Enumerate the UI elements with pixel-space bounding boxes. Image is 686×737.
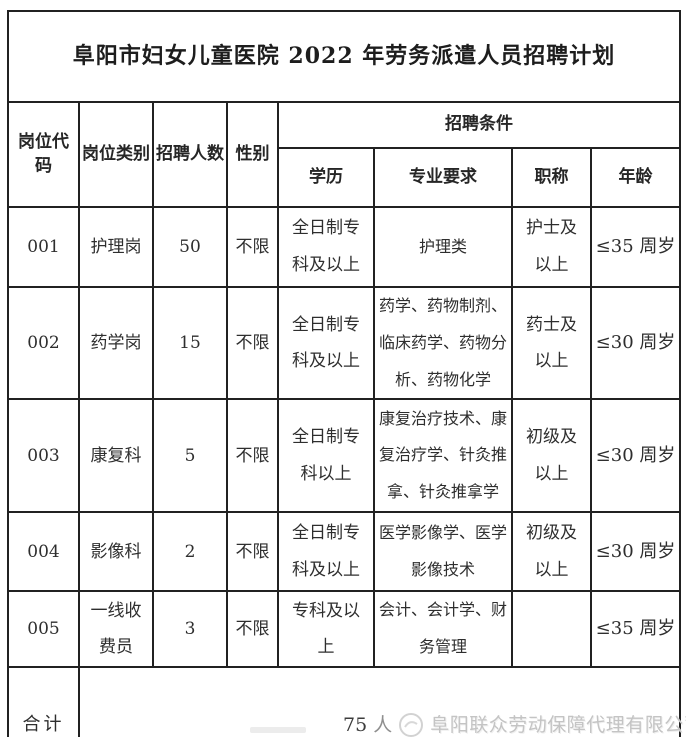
- total-row: 合计 75 人 阜阳联众劳动保障代理有限公司: [7, 665, 686, 737]
- cell-major: 医学影像学、医学 影像技术: [373, 511, 513, 593]
- cell-education: 专科及以 上: [277, 590, 375, 668]
- cell-position-code: 004: [7, 511, 80, 593]
- cell-position-category: 一线收 费员: [78, 590, 154, 668]
- cell-age: ≤35 周岁: [589, 590, 682, 668]
- cell-position-code: 003: [7, 398, 80, 514]
- cell-recruit-count: 15: [152, 285, 228, 401]
- recruitment-table: 阜阳市妇女儿童医院 2022 年劳务派遣人员招聘计划 岗位代码 岗位类别 招聘人…: [6, 10, 686, 737]
- cell-position-code: 002: [7, 285, 80, 401]
- cell-age: ≤30 周岁: [589, 398, 682, 514]
- cell-job-title: 初级及 以上: [511, 398, 592, 514]
- cell-gender: 不限: [226, 590, 279, 668]
- cell-job-title: 药士及 以上: [511, 285, 592, 401]
- header-gender: 性别: [226, 101, 279, 208]
- cell-recruit-count: 5: [152, 398, 228, 514]
- header-position-code: 岗位代码: [7, 101, 80, 208]
- table-row: 002 药学岗 15 不限 全日制专 科及以上 药学、药物制剂、 临床药学、药物…: [7, 285, 682, 401]
- cell-job-title: 初级及 以上: [511, 511, 592, 593]
- total-count: 75: [343, 713, 368, 736]
- cell-age: ≤30 周岁: [589, 511, 682, 593]
- total-content: 75 人 阜阳联众劳动保障代理有限公司: [80, 705, 686, 737]
- cell-gender: 不限: [226, 511, 279, 593]
- cell-job-title: [511, 590, 592, 668]
- header-recruit-count: 招聘人数: [152, 101, 228, 208]
- cell-position-category: 康复科: [78, 398, 154, 514]
- table-row: 003 康复科 5 不限 全日制专 科以上 康复治疗技术、康 复治疗学、针灸推 …: [7, 398, 682, 514]
- cell-major: 会计、会计学、财 务管理: [373, 590, 513, 668]
- watermark-seal-icon: [398, 712, 424, 737]
- cell-age: ≤30 周岁: [589, 285, 682, 401]
- header-recruit-conditions: 招聘条件: [276, 101, 682, 149]
- cell-position-category: 影像科: [78, 511, 154, 593]
- cell-education: 全日制专 科及以上: [277, 511, 375, 593]
- cell-major: 康复治疗技术、康 复治疗学、针灸推 拿、针灸推拿学: [373, 398, 513, 514]
- table-row: 005 一线收 费员 3 不限 专科及以 上 会计、会计学、财 务管理 ≤35 …: [7, 590, 682, 668]
- cell-education: 全日制专 科及以上: [277, 206, 375, 288]
- cell-position-code: 005: [7, 590, 80, 668]
- cell-position-code: 001: [7, 206, 80, 288]
- cell-recruit-count: 2: [152, 511, 228, 593]
- cell-gender: 不限: [226, 206, 279, 288]
- header-age: 年龄: [589, 147, 682, 208]
- total-unit: 人: [373, 713, 393, 736]
- cell-age: ≤35 周岁: [589, 206, 682, 288]
- table-row: 001 护理岗 50 不限 全日制专 科及以上 护理类 护士及 以上 ≤35 周…: [7, 206, 682, 288]
- cell-major: 护理类: [373, 206, 513, 288]
- header-row-top: 岗位代码 岗位类别 招聘人数 性别 招聘条件: [7, 101, 682, 208]
- cell-recruit-count: 50: [152, 206, 228, 288]
- watermark-company-text: 阜阳联众劳动保障代理有限公司: [430, 713, 686, 736]
- page-title: 阜阳市妇女儿童医院 2022 年劳务派遣人员招聘计划: [6, 10, 682, 103]
- header-row-sub: 学历 专业要求 职称 年龄: [8, 147, 682, 208]
- total-cell: 75 人 阜阳联众劳动保障代理有限公司: [77, 665, 686, 737]
- header-job-title: 职称: [511, 147, 592, 208]
- title-row: 阜阳市妇女儿童医院 2022 年劳务派遣人员招聘计划: [6, 10, 682, 103]
- cell-position-category: 药学岗: [78, 285, 154, 401]
- header-major: 专业要求: [373, 147, 513, 208]
- cell-education: 全日制专 科及以上: [277, 285, 375, 401]
- cell-major: 药学、药物制剂、 临床药学、药物分 析、药物化学: [373, 285, 513, 401]
- scan-artifact: [250, 727, 306, 733]
- cell-job-title: 护士及 以上: [511, 206, 592, 288]
- cell-recruit-count: 3: [152, 590, 228, 668]
- header-position-category: 岗位类别: [78, 101, 154, 208]
- cell-gender: 不限: [226, 285, 279, 401]
- header-education: 学历: [277, 147, 375, 208]
- cell-position-category: 护理岗: [78, 206, 154, 288]
- cell-education: 全日制专 科以上: [277, 398, 375, 514]
- cell-gender: 不限: [226, 398, 279, 514]
- table-row: 004 影像科 2 不限 全日制专 科及以上 医学影像学、医学 影像技术 初级及…: [7, 511, 682, 593]
- total-label: 合计: [7, 665, 80, 737]
